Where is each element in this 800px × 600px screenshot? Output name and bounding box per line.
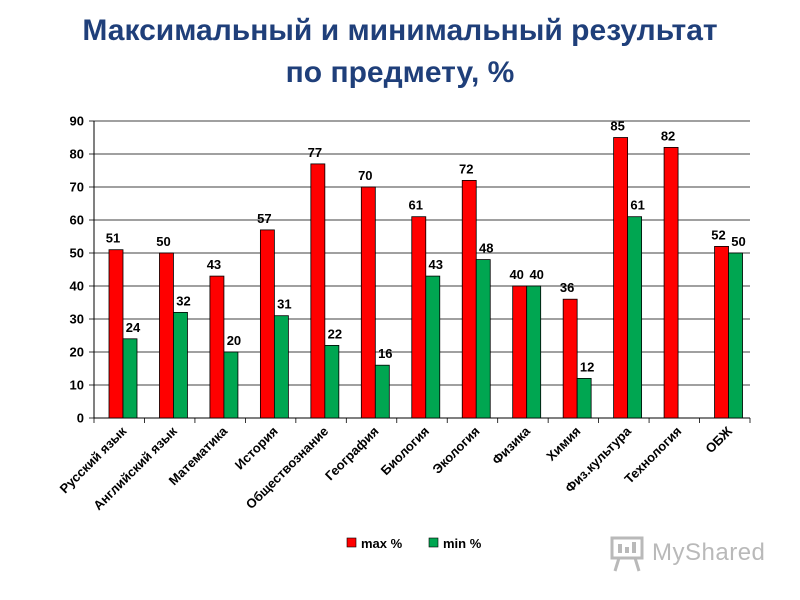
bar-min — [728, 252, 743, 419]
category-label: Биология — [378, 424, 432, 478]
bar-max — [613, 137, 629, 419]
data-label-min: 50 — [731, 234, 745, 249]
bar-max — [663, 146, 679, 419]
category-label: География — [322, 424, 382, 484]
data-label-max: 72 — [459, 161, 473, 176]
data-label-max: 52 — [711, 227, 725, 242]
category-label: Химия — [543, 424, 583, 464]
bar-max — [209, 275, 225, 419]
y-tick-label: 0 — [77, 411, 84, 426]
data-label-min: 43 — [429, 257, 443, 272]
data-label-max: 36 — [560, 280, 574, 295]
category-label: История — [232, 424, 281, 473]
legend-label-max: max % — [361, 536, 403, 551]
y-tick-label: 80 — [70, 147, 84, 162]
data-label-max: 40 — [509, 267, 523, 282]
data-label-min: 12 — [580, 359, 594, 374]
bar-min — [324, 344, 340, 419]
y-tick-label: 50 — [70, 246, 84, 261]
data-label-min: 61 — [630, 198, 644, 213]
legend: max % min % — [346, 536, 482, 551]
category-label: Экология — [429, 424, 482, 477]
y-tick-label: 20 — [70, 345, 84, 360]
chart-title-line1: Максимальный и минимальный результат — [82, 14, 718, 47]
bar-max — [562, 298, 578, 419]
y-tick-label: 70 — [70, 180, 84, 195]
y-tick-label: 60 — [70, 213, 84, 228]
bar-max — [310, 163, 326, 419]
data-label-max: 50 — [156, 234, 170, 249]
bar-min — [273, 315, 289, 419]
bars — [108, 137, 743, 419]
legend-swatch-max — [346, 537, 357, 548]
bar-max — [108, 249, 124, 419]
presentation-board-icon — [610, 536, 644, 572]
y-tick-label: 30 — [70, 312, 84, 327]
y-tick-label: 10 — [70, 378, 84, 393]
bar-max — [360, 186, 376, 419]
data-label-max: 82 — [661, 128, 675, 143]
data-label-max: 57 — [257, 211, 271, 226]
bar-min — [627, 216, 643, 419]
bar-min — [526, 285, 542, 419]
watermark: MyShared — [610, 535, 780, 575]
data-label-min: 20 — [227, 333, 241, 348]
y-tick-label: 40 — [70, 279, 84, 294]
category-label: Физика — [489, 423, 534, 468]
data-label-max: 77 — [308, 145, 322, 160]
bar-max — [259, 229, 275, 419]
data-label-min: 24 — [126, 320, 141, 335]
data-label-min: 40 — [529, 267, 543, 282]
data-label-max: 43 — [207, 257, 221, 272]
category-label: Английский язык — [90, 423, 180, 513]
bar-min — [425, 275, 441, 419]
bar-max — [714, 245, 729, 419]
category-label: ОБЖ — [702, 423, 735, 456]
bar-min — [223, 351, 239, 419]
data-label-max: 85 — [610, 119, 624, 134]
bar-min — [374, 364, 390, 419]
data-label-min: 16 — [378, 346, 392, 361]
bar-min — [173, 311, 188, 419]
y-tick-label: 90 — [70, 114, 84, 129]
legend-label-min: min % — [443, 536, 482, 551]
data-labels: 51 24 50 32 43 20 57 31 77 22 70 16 61 43 72 48 40 40 36 12… — [106, 119, 746, 375]
bar-min — [475, 259, 491, 419]
bar-max — [159, 252, 174, 419]
chart-title-line2: по предмету, % — [285, 56, 515, 89]
legend-swatch-min — [428, 537, 439, 548]
bar-max — [461, 179, 477, 419]
bar-min — [576, 377, 592, 419]
data-label-min: 32 — [176, 293, 190, 308]
watermark-text: MyShared — [652, 539, 766, 566]
chart-title: Максимальный и минимальный результат по … — [0, 10, 800, 94]
data-label-max: 51 — [106, 231, 120, 246]
bar-max — [411, 216, 427, 419]
bar-max — [512, 285, 528, 419]
data-label-max: 61 — [409, 198, 423, 213]
data-label-max: 70 — [358, 168, 372, 183]
data-label-min: 31 — [277, 297, 291, 312]
data-label-min: 22 — [328, 326, 342, 341]
bar-min — [122, 338, 138, 419]
data-label-min: 48 — [479, 241, 493, 256]
